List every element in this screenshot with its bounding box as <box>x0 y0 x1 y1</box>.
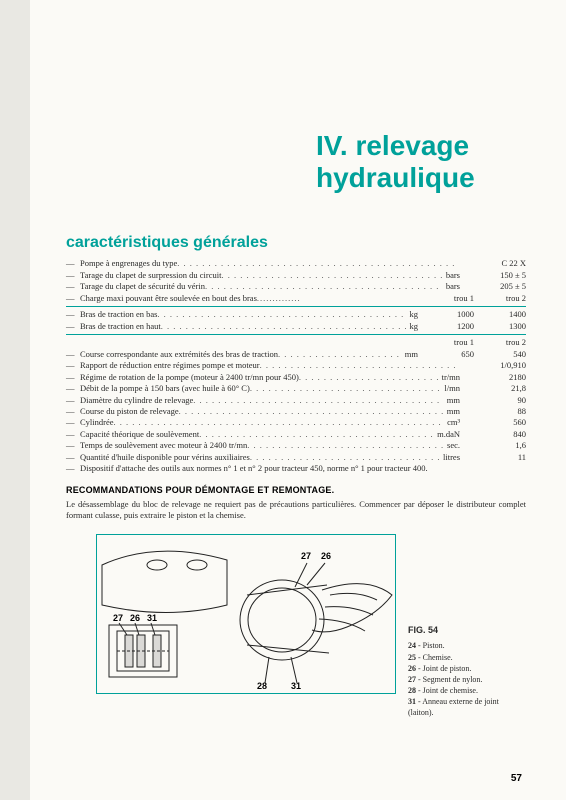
divider <box>66 334 526 335</box>
figure-number: FIG. 54 <box>408 624 526 637</box>
spec-row: — Diamètre du cylindre de relevage . . .… <box>66 395 526 406</box>
callout: 27 <box>113 613 123 623</box>
callout: 31 <box>147 613 157 623</box>
spec-row: — Course correspondante aux extrémités d… <box>66 349 526 360</box>
recommendations-heading: RECOMMANDATIONS POUR DÉMONTAGE ET REMONT… <box>66 485 526 495</box>
page: IV. relevage hydraulique caractéristique… <box>30 0 566 800</box>
spec-row: — Temps de soulèvement avec moteur à 240… <box>66 440 526 451</box>
spec-row: — Pompe à engrenages du type . . . . . .… <box>66 258 526 269</box>
figure-area: 27 26 27 26 31 28 31 FIG. 54 24 - Piston… <box>66 534 526 719</box>
spec-row: — Course du piston de relevage . . . . .… <box>66 406 526 417</box>
spec-subheader: trou 1 trou 2 <box>66 337 526 348</box>
figure-caption: FIG. 54 24 - Piston.25 - Chemise.26 - Jo… <box>408 624 526 719</box>
callout: 26 <box>321 551 331 561</box>
spec-row: — Bras de traction en bas . . . . . . . … <box>66 309 526 320</box>
spec-row: — Bras de traction en haut . . . . . . .… <box>66 321 526 332</box>
spec-row: — Tarage du clapet de surpression du cir… <box>66 270 526 281</box>
callout: 28 <box>257 681 267 691</box>
spec-row: — Cylindrée . . . . . . . . . . . . . . … <box>66 417 526 428</box>
callout: 26 <box>130 613 140 623</box>
figure-54: 27 26 27 26 31 28 31 <box>96 534 396 694</box>
callout: 31 <box>291 681 301 691</box>
legend-item: 26 - Joint de piston. <box>408 663 526 674</box>
legend-item: 28 - Joint de chemise. <box>408 685 526 696</box>
title-line-2: hydraulique <box>316 162 475 193</box>
legend-item: 27 - Segment de nylon. <box>408 674 526 685</box>
spec-row: — Tarage du clapet de sécurité du vérin … <box>66 281 526 292</box>
recommendations-paragraph: Le désassemblage du bloc de relevage ne … <box>66 499 526 522</box>
legend-item: 24 - Piston. <box>408 640 526 651</box>
legend-item: 25 - Chemise. <box>408 652 526 663</box>
legend-item: 31 - Anneau externe de joint (laiton). <box>408 696 526 718</box>
spec-row: — Rapport de réduction entre régimes pom… <box>66 360 526 371</box>
page-number: 57 <box>511 773 522 784</box>
spec-row: — Régime de rotation de la pompe (moteur… <box>66 372 526 383</box>
spec-note: — Dispositif d'attache des outils aux no… <box>66 463 526 474</box>
chapter-title: IV. relevage hydraulique <box>316 130 526 194</box>
figure-54-drawing <box>97 535 397 695</box>
section-heading: caractéristiques générales <box>66 234 526 252</box>
divider <box>66 306 526 307</box>
spec-row: — Quantité d'huile disponible pour vérin… <box>66 452 526 463</box>
specs-block: — Pompe à engrenages du type . . . . . .… <box>66 258 526 474</box>
spec-row: — Débit de la pompe à 150 bars (avec hui… <box>66 383 526 394</box>
spec-row: — Capacité théorique de soulèvement . . … <box>66 429 526 440</box>
scan-gutter <box>0 0 30 800</box>
callout: 27 <box>301 551 311 561</box>
spec-row-header: — Charge maxi pouvant être soulevée en b… <box>66 293 526 304</box>
title-line-1: IV. relevage <box>316 130 469 161</box>
